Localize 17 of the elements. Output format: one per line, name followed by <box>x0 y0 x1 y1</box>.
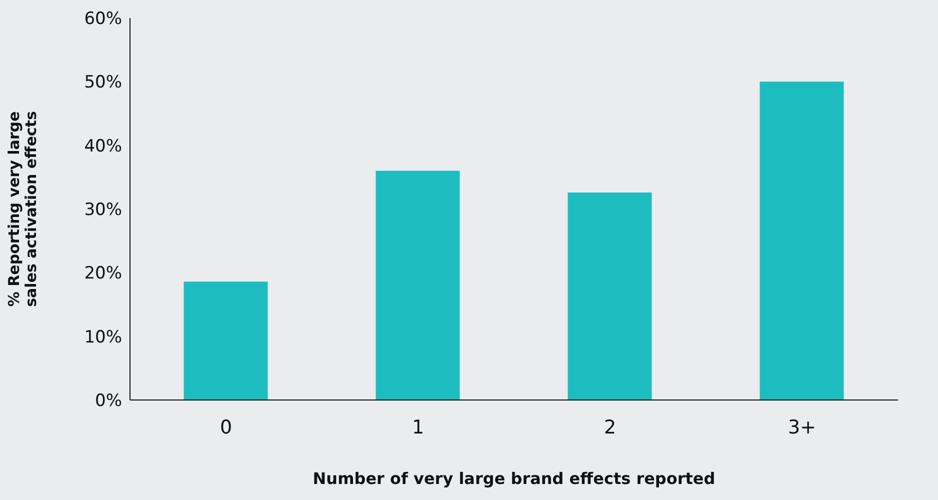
bar <box>568 192 652 400</box>
bar <box>376 170 460 400</box>
x-tick-label: 3+ <box>788 416 816 438</box>
y-tick-label: 0% <box>95 391 122 412</box>
x-tick-label: 1 <box>412 416 424 438</box>
x-axis-title: Number of very large brand effects reported <box>312 469 716 488</box>
y-tick-label: 30% <box>84 200 122 220</box>
bar <box>184 282 268 400</box>
bar <box>760 82 844 400</box>
y-tick-label: 60% <box>84 9 122 30</box>
x-tick-label: 2 <box>604 416 616 438</box>
y-tick-label: 40% <box>84 136 122 156</box>
y-tick-label: 10% <box>84 327 122 348</box>
y-tick-label: 50% <box>84 72 122 93</box>
y-tick-label: 20% <box>84 264 122 284</box>
y-axis-title: % Reporting very large sales activation effects <box>5 111 40 307</box>
x-tick-label: 0 <box>220 416 232 438</box>
